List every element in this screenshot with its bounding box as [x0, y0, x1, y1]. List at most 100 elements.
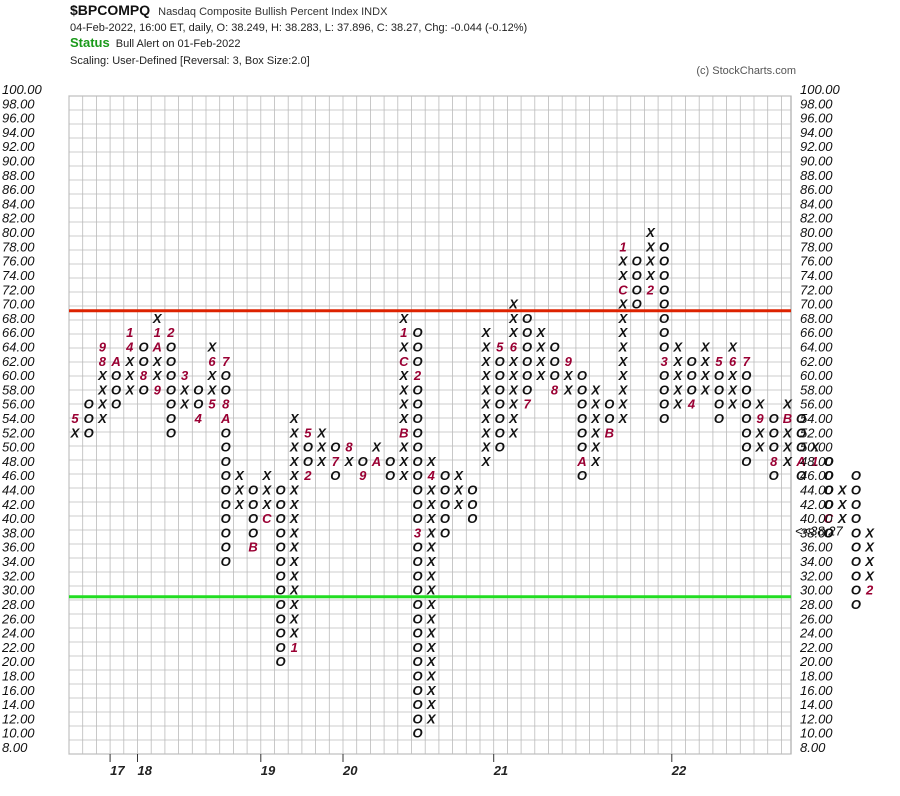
- o-box: O: [330, 440, 340, 455]
- month-marker: C: [618, 282, 628, 297]
- x-box: X: [234, 483, 245, 498]
- pnf-columns: X5OOOXXXX89OOOAXXX41O8OO9XXA1XOOOOOOO2XX…: [70, 225, 876, 741]
- status-line: Status Bull Alert on 01-Feb-2022: [70, 35, 240, 50]
- symbol-ticker: $BPCOMPQ: [70, 2, 151, 18]
- x-box: X: [563, 382, 574, 397]
- y-tick-label-right: 22.00: [799, 640, 833, 655]
- o-box: O: [111, 397, 121, 412]
- x-box: X: [207, 339, 218, 354]
- status-label: Status: [70, 35, 110, 50]
- y-tick-label-right: 74.00: [800, 268, 833, 283]
- month-marker: 8: [770, 454, 778, 469]
- x-box: X: [481, 425, 492, 440]
- x-box: X: [618, 297, 629, 312]
- o-box: O: [221, 425, 231, 440]
- month-marker: 3: [414, 525, 422, 540]
- o-box: O: [549, 354, 559, 369]
- y-tick-label-right: 64.00: [800, 339, 833, 354]
- o-box: O: [522, 368, 532, 383]
- o-box: O: [686, 382, 696, 397]
- o-box: O: [221, 525, 231, 540]
- x-box: X: [398, 382, 409, 397]
- month-marker: 2: [646, 282, 655, 297]
- x-box: X: [535, 368, 546, 383]
- o-box: O: [851, 525, 861, 540]
- y-tick-label-left: 32.00: [2, 568, 35, 583]
- o-box: O: [769, 468, 779, 483]
- y-tick-label-left: 84.00: [2, 196, 35, 211]
- o-box: O: [659, 311, 669, 326]
- x-box: X: [179, 397, 190, 412]
- o-box: O: [577, 411, 587, 426]
- o-box: O: [303, 440, 313, 455]
- o-box: O: [84, 425, 94, 440]
- x-box: X: [700, 354, 711, 369]
- o-box: O: [467, 497, 477, 512]
- y-tick-label-right: 10.00: [800, 726, 833, 741]
- o-box: O: [659, 382, 669, 397]
- y-tick-label-right: 12.00: [800, 711, 833, 726]
- month-marker: 4: [427, 468, 436, 483]
- y-tick-label-right: 20.00: [799, 654, 833, 669]
- x-box: X: [426, 568, 437, 583]
- month-marker: 9: [565, 354, 573, 369]
- o-box: O: [275, 583, 285, 598]
- x-box: X: [535, 354, 546, 369]
- o-box: O: [412, 568, 422, 583]
- x-box: X: [398, 454, 409, 469]
- o-box: O: [166, 397, 176, 412]
- copyright: (c) StockCharts.com: [696, 65, 796, 77]
- o-box: O: [686, 354, 696, 369]
- x-box: X: [727, 339, 738, 354]
- o-box: O: [577, 397, 587, 412]
- o-box: O: [851, 597, 861, 612]
- x-box: X: [289, 540, 300, 555]
- x-box: X: [782, 425, 793, 440]
- x-box: X: [481, 382, 492, 397]
- x-box: X: [700, 368, 711, 383]
- o-box: O: [412, 540, 422, 555]
- month-marker: 6: [510, 339, 518, 354]
- x-box: X: [152, 368, 163, 383]
- y-tick-label-right: 98.00: [800, 96, 833, 111]
- current-value-label: <<38.27: [795, 524, 843, 539]
- x-box: X: [618, 368, 629, 383]
- y-tick-label-left: 40.00: [2, 511, 35, 526]
- x-box: X: [645, 239, 656, 254]
- month-marker: 2: [413, 368, 422, 383]
- o-box: O: [741, 425, 751, 440]
- x-box: X: [508, 382, 519, 397]
- y-tick-label-left: 92.00: [2, 139, 35, 154]
- o-box: O: [412, 397, 422, 412]
- y-tick-label-right: 78.00: [800, 239, 833, 254]
- o-box: O: [823, 483, 833, 498]
- o-box: O: [440, 483, 450, 498]
- o-box: O: [412, 726, 422, 741]
- y-tick-label-left: 74.00: [2, 268, 35, 283]
- o-box: O: [275, 626, 285, 641]
- o-box: O: [769, 440, 779, 455]
- y-tick-label-left: 82.00: [2, 211, 35, 226]
- y-tick-label-right: 94.00: [800, 125, 833, 140]
- y-tick-label-left: 76.00: [2, 254, 35, 269]
- x-box: X: [453, 497, 464, 512]
- o-box: O: [741, 440, 751, 455]
- x-box: X: [426, 697, 437, 712]
- o-box: O: [741, 368, 751, 383]
- x-box: X: [234, 497, 245, 512]
- month-marker: 4: [687, 397, 696, 412]
- x-box: X: [453, 468, 464, 483]
- month-marker: B: [248, 540, 257, 555]
- o-box: O: [440, 468, 450, 483]
- x-box: X: [124, 382, 135, 397]
- o-box: O: [796, 411, 806, 426]
- o-box: O: [193, 382, 203, 397]
- x-box: X: [344, 454, 355, 469]
- x-box: X: [481, 368, 492, 383]
- y-tick-label-right: 24.00: [799, 626, 833, 641]
- x-box: X: [289, 483, 300, 498]
- x-box: X: [590, 382, 601, 397]
- o-box: O: [851, 483, 861, 498]
- y-tick-label-left: 44.00: [2, 483, 35, 498]
- o-box: O: [851, 511, 861, 526]
